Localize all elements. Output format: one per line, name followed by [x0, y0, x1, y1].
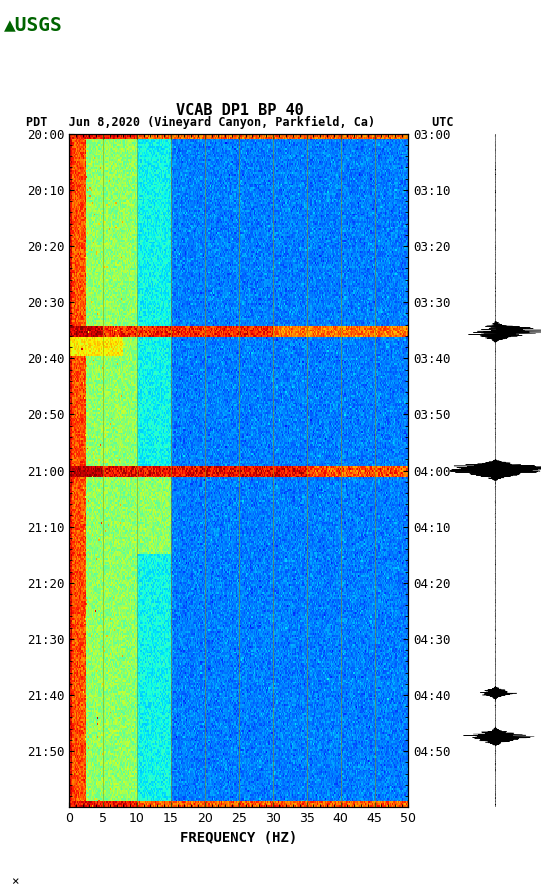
Text: PDT   Jun 8,2020 (Vineyard Canyon, Parkfield, Ca)        UTC: PDT Jun 8,2020 (Vineyard Canyon, Parkfie… — [26, 116, 454, 129]
Text: ×: × — [11, 875, 19, 888]
Text: ▲USGS: ▲USGS — [4, 15, 62, 34]
X-axis label: FREQUENCY (HZ): FREQUENCY (HZ) — [180, 830, 298, 845]
Text: VCAB DP1 BP 40: VCAB DP1 BP 40 — [176, 103, 304, 118]
